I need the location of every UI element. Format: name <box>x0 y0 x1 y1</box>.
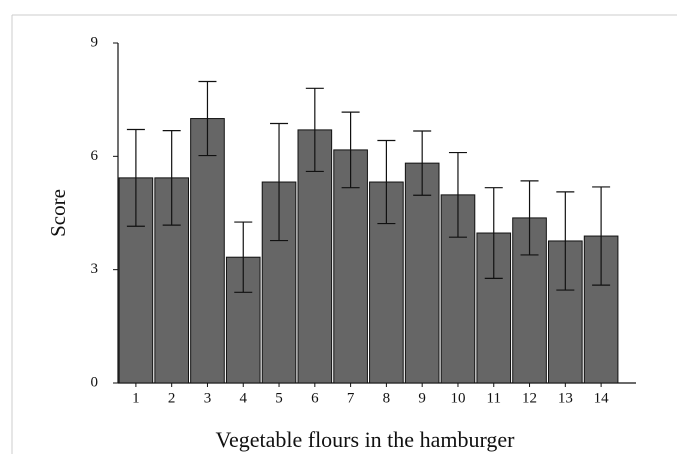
bar <box>190 118 225 384</box>
error-bar <box>520 180 539 256</box>
x-tick-label: 10 <box>450 390 465 406</box>
bar <box>404 162 440 384</box>
x-tick-label: 4 <box>240 390 248 406</box>
x-tick-label: 2 <box>168 390 176 406</box>
bar <box>333 149 368 384</box>
y-tick-label: 6 <box>91 148 99 164</box>
x-tick-label: 5 <box>275 390 283 406</box>
bar <box>297 129 333 384</box>
bar <box>154 177 189 384</box>
error-bar <box>198 80 217 157</box>
y-tick-label: 0 <box>91 374 99 390</box>
y-axis-label: Score <box>46 189 70 237</box>
error-bar <box>126 128 145 227</box>
error-bar <box>341 111 360 189</box>
error-bar <box>305 87 324 173</box>
x-tick-label: 6 <box>311 390 319 406</box>
x-tick-label: 1 <box>132 390 140 406</box>
error-bar <box>484 187 503 279</box>
x-tick-label: 7 <box>347 390 355 406</box>
error-bar <box>377 139 396 225</box>
x-tick-label: 9 <box>418 390 426 406</box>
x-tick-label: 12 <box>522 390 537 406</box>
x-tick-label: 14 <box>594 390 610 406</box>
x-tick-label: 3 <box>204 390 212 406</box>
x-tick-label: 13 <box>558 390 573 406</box>
x-tick-label: 11 <box>487 390 501 406</box>
x-tick-label: 8 <box>383 390 391 406</box>
x-axis-label: Vegetable flours in the hamburger <box>216 427 516 452</box>
error-bar <box>413 130 432 196</box>
y-tick-label: 3 <box>91 261 99 277</box>
error-bar <box>592 186 611 286</box>
y-tick-label: 9 <box>91 34 99 50</box>
error-bar <box>270 122 289 242</box>
error-bar <box>556 191 575 291</box>
error-bar <box>234 221 253 293</box>
error-bar <box>448 151 467 238</box>
error-bar <box>162 130 181 226</box>
